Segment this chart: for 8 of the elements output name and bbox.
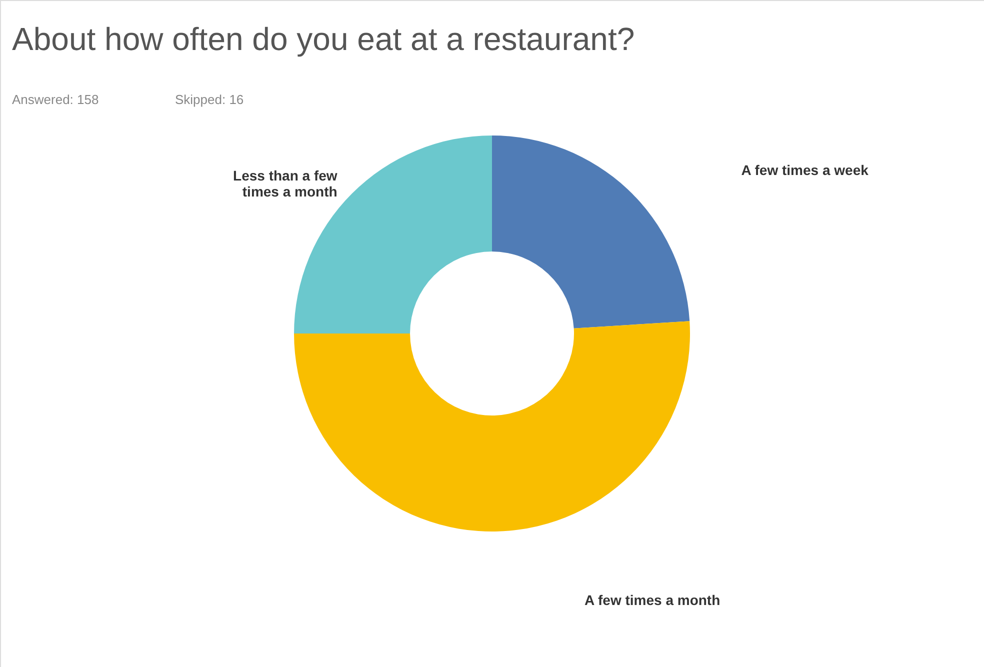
slice-label: A few times a week: [741, 162, 869, 178]
donut-slice: [294, 321, 690, 532]
text: Answered: 158: [12, 92, 99, 107]
slice-label: A few times a month: [584, 592, 720, 608]
chart-title: About how often do you eat at a restaurant?: [12, 21, 635, 57]
slice-label: Less than a few times a month: [233, 167, 338, 200]
donut-slice: [492, 136, 690, 328]
text: Skipped: 16: [175, 92, 244, 107]
